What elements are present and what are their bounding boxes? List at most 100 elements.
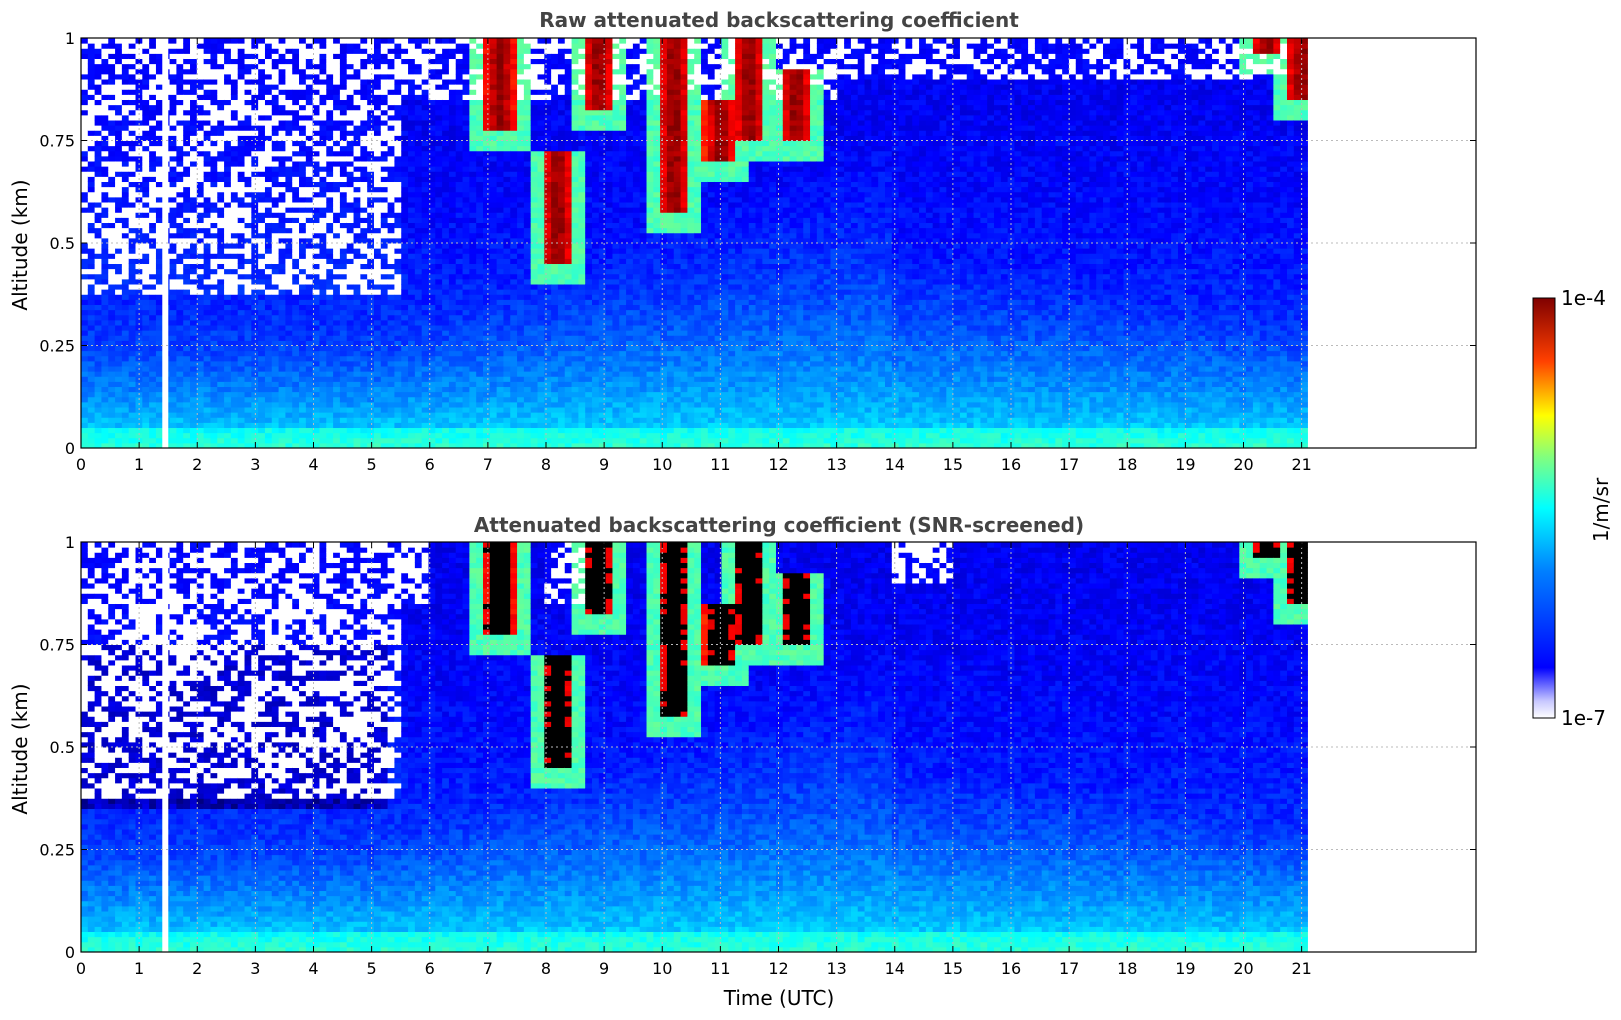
heatmap-cell	[210, 243, 218, 249]
heatmap-cell	[258, 43, 266, 49]
heatmap-cell	[285, 196, 293, 203]
heatmap-cell	[196, 176, 205, 183]
heatmap-cell	[128, 171, 136, 177]
heatmap-cell	[339, 381, 348, 388]
heatmap-cell	[176, 432, 184, 439]
heatmap-cell	[176, 309, 184, 316]
heatmap-cell	[333, 268, 341, 275]
heatmap-cell	[333, 176, 341, 183]
heatmap-cell	[101, 84, 109, 90]
heatmap-cell	[183, 263, 191, 270]
heatmap-cell	[155, 350, 164, 357]
heatmap-cell	[278, 58, 286, 65]
heatmap-cell	[367, 330, 375, 336]
heatmap-cell	[428, 43, 436, 49]
heatmap-cell	[230, 381, 239, 388]
heatmap-cell	[244, 407, 252, 413]
heatmap-cell	[367, 166, 375, 172]
heatmap-cell	[401, 120, 409, 126]
heatmap-cell	[108, 181, 116, 188]
heatmap-cell	[217, 99, 225, 106]
heatmap-cell	[292, 437, 300, 444]
heatmap-cell	[237, 43, 246, 49]
heatmap-cell	[169, 309, 177, 316]
heatmap-cell	[408, 381, 416, 388]
heatmap-cell	[401, 417, 409, 423]
heatmap-cell	[196, 340, 205, 347]
heatmap-cell	[367, 340, 375, 347]
heatmap-cell	[373, 125, 382, 131]
heatmap-cell	[285, 417, 293, 423]
heatmap-cell	[387, 376, 395, 382]
heatmap-cell	[360, 253, 368, 259]
heatmap-cell	[210, 432, 218, 439]
heatmap-cell	[421, 125, 429, 131]
heatmap-cell	[455, 258, 464, 265]
heatmap-cell	[380, 248, 389, 254]
heatmap-cell	[299, 314, 307, 321]
heatmap-cell	[435, 319, 443, 326]
heatmap-cell	[237, 437, 246, 444]
heatmap-cell	[155, 155, 164, 162]
heatmap-cell	[339, 294, 348, 300]
heatmap-cell	[142, 432, 150, 439]
heatmap-cell	[251, 330, 259, 336]
heatmap-cell	[442, 396, 450, 403]
heatmap-cell	[469, 89, 477, 95]
heatmap-cell	[476, 360, 484, 367]
heatmap-cell	[237, 299, 246, 306]
heatmap-cell	[421, 207, 429, 213]
heatmap-cell	[489, 150, 498, 157]
heatmap-cell	[292, 222, 300, 229]
heatmap-cell	[183, 73, 191, 80]
heatmap-cell	[442, 432, 450, 439]
heatmap-cell	[115, 278, 123, 285]
heatmap-cell	[421, 304, 429, 311]
heatmap-cell	[333, 171, 341, 177]
heatmap-cell	[408, 299, 416, 306]
heatmap-cell	[367, 278, 375, 285]
heatmap-cell	[224, 227, 232, 234]
heatmap-cell	[244, 442, 252, 449]
heatmap-cell	[367, 309, 375, 316]
heatmap-cell	[81, 350, 89, 357]
heatmap-cell	[421, 73, 429, 80]
heatmap-cell	[87, 330, 96, 336]
heatmap-cell	[278, 299, 286, 306]
heatmap-cell	[217, 376, 225, 382]
heatmap-cell	[87, 401, 96, 408]
heatmap-cell	[278, 202, 286, 208]
heatmap-cell	[128, 94, 136, 101]
heatmap-cell	[442, 325, 450, 331]
heatmap-cell	[414, 345, 423, 352]
heatmap-cell	[135, 58, 143, 65]
heatmap-cell	[258, 268, 266, 275]
heatmap-cell	[414, 437, 423, 444]
heatmap-cell	[353, 386, 361, 393]
heatmap-cell	[319, 222, 327, 229]
heatmap-cell	[258, 155, 266, 162]
heatmap-cell	[121, 186, 130, 193]
heatmap-cell	[421, 58, 429, 65]
heatmap-cell	[94, 243, 102, 249]
heatmap-cell	[455, 150, 464, 157]
heatmap-cell	[401, 99, 409, 106]
heatmap-cell	[224, 325, 232, 331]
heatmap-cell	[394, 273, 402, 280]
heatmap-cell	[203, 207, 211, 213]
heatmap-cell	[142, 145, 150, 152]
heatmap-cell	[414, 248, 423, 254]
heatmap-cell	[414, 114, 423, 121]
heatmap-cell	[190, 391, 198, 398]
heatmap-cell	[353, 437, 361, 444]
heatmap-cell	[483, 104, 491, 111]
heatmap-cell	[278, 155, 286, 162]
heatmap-cell	[326, 94, 334, 101]
heatmap-cell	[448, 335, 457, 341]
heatmap-cell	[258, 412, 266, 418]
heatmap-cell	[360, 202, 368, 208]
heatmap-cell	[176, 109, 184, 116]
heatmap-cell	[142, 335, 150, 341]
heatmap-cell	[285, 114, 293, 121]
heatmap-cell	[496, 53, 504, 60]
